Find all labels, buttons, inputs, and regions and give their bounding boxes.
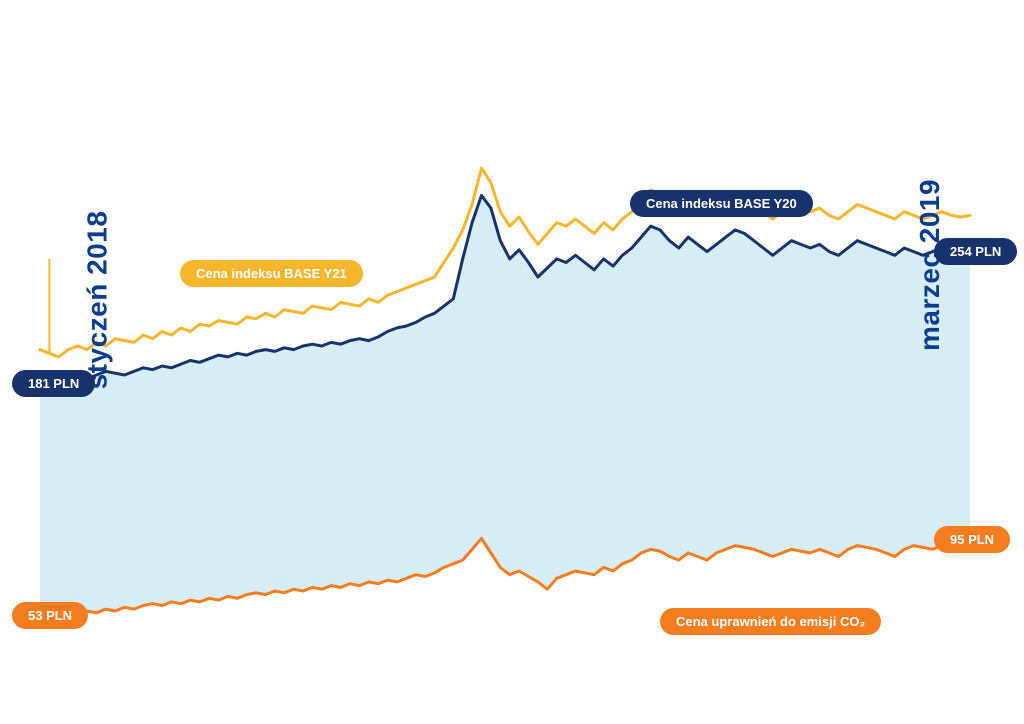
legend-base-y20-text: Cena indeksu BASE Y20	[646, 196, 797, 211]
badge-co2-end: 95 PLN	[934, 526, 1010, 553]
axis-label-right: marzec 2019	[914, 179, 946, 351]
legend-co2-text: Cena uprawnień do emisji CO₂	[676, 614, 865, 629]
legend-base-y21-text: Cena indeksu BASE Y21	[196, 266, 347, 281]
badge-co2-start-text: 53 PLN	[28, 608, 72, 623]
badge-base-y20-start-text: 181 PLN	[28, 376, 79, 391]
badge-base-y20-start: 181 PLN	[12, 370, 95, 397]
axis-label-left: styczeń 2018	[81, 211, 113, 390]
legend-co2: Cena uprawnień do emisji CO₂	[660, 608, 881, 635]
badge-base-y20-end-text: 254 PLN	[950, 244, 1001, 259]
axis-label-right-text: marzec 2019	[914, 179, 945, 351]
legend-base-y20: Cena indeksu BASE Y20	[630, 190, 813, 217]
badge-co2-end-text: 95 PLN	[950, 532, 994, 547]
badge-co2-start: 53 PLN	[12, 602, 88, 629]
legend-base-y21: Cena indeksu BASE Y21	[180, 260, 363, 287]
badge-base-y20-end: 254 PLN	[934, 238, 1017, 265]
axis-label-left-text: styczeń 2018	[81, 211, 112, 390]
price-chart: styczeń 2018 marzec 2019 Cena indeksu BA…	[0, 0, 1024, 724]
